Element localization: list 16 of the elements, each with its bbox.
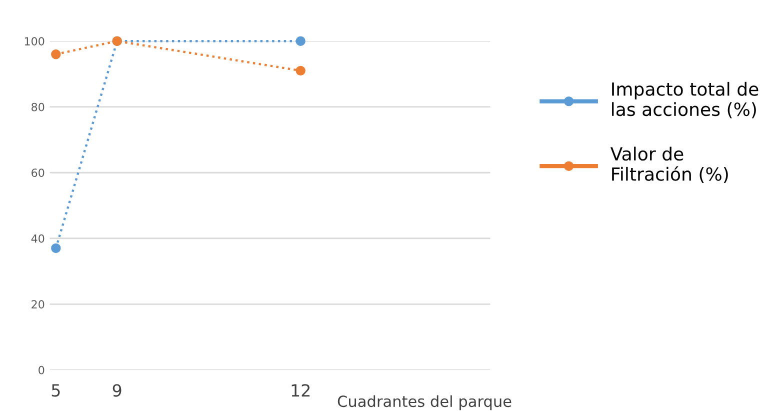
point <box>296 36 306 46</box>
x-tick-label: 5 <box>52 384 60 397</box>
y-tick-label: 60 <box>32 168 44 177</box>
legend-label: Impacto total de las acciones (%) <box>612 82 758 118</box>
x-tick-label: 9 <box>112 384 122 397</box>
point <box>296 66 306 76</box>
y-tick-label: 40 <box>31 234 44 243</box>
y-tick-label: 80 <box>32 102 44 112</box>
x-tick-label: 12 <box>292 384 310 396</box>
y-tick-label: 0 <box>38 366 44 374</box>
x-axis-title: Cuadrantes del parque <box>338 395 512 410</box>
point <box>51 49 61 60</box>
legend-label: Valor de Filtración (%) <box>610 146 728 184</box>
y-tick-label: 100 <box>24 37 44 46</box>
point <box>51 243 61 254</box>
y-tick-label: 20 <box>32 300 44 309</box>
